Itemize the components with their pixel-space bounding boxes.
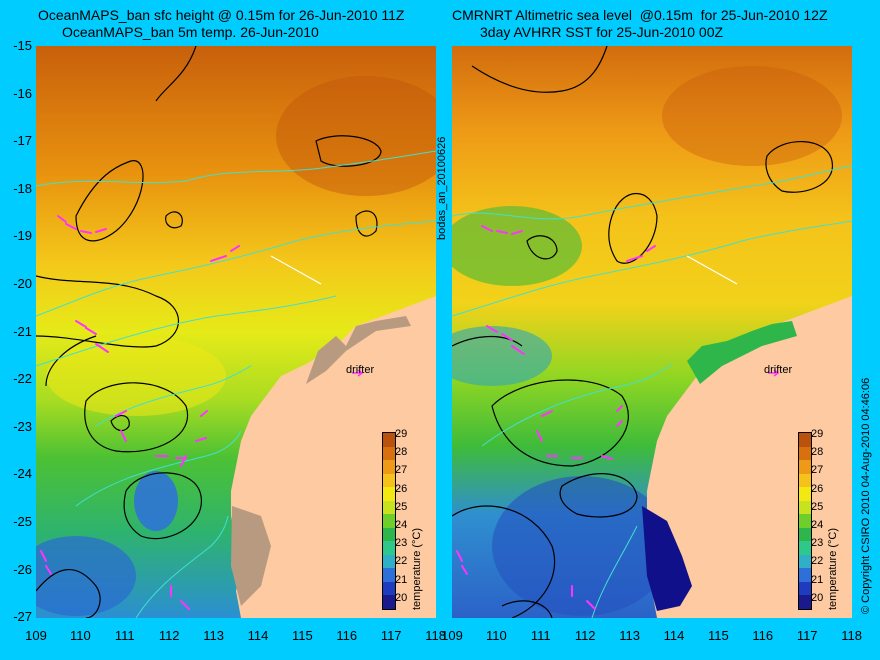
- colorbar-segment: [799, 581, 811, 596]
- longitude-tick-label: 111: [114, 628, 135, 643]
- latitude-tick-label: -26: [13, 561, 32, 577]
- colorbar-segment: [799, 568, 811, 583]
- colorbar-tick-label: 29: [811, 428, 824, 440]
- colorbar-tick-label: 29: [395, 428, 408, 440]
- colorbar-segment: [383, 500, 395, 515]
- latitude-tick-label: -23: [13, 418, 32, 434]
- colorbar-segment: [799, 500, 811, 515]
- longitude-tick-label: 116: [752, 628, 774, 643]
- colorbar-tick-label: 26: [395, 482, 408, 495]
- latitude-tick-label: -15: [13, 38, 32, 53]
- longitude-tick-label: 118: [425, 628, 446, 643]
- longitude-tick-label: 110: [486, 628, 507, 643]
- colorbar-tick-label: 28: [395, 446, 408, 459]
- latitude-tick-label: -18: [13, 180, 32, 196]
- left-panel-subtitle: OceanMAPS_ban 5m temp. 26-Jun-2010: [62, 24, 319, 40]
- colorbar-tick-label: 25: [811, 500, 824, 513]
- colorbar-segment: [383, 514, 395, 529]
- longitude-tick-label: 118: [841, 628, 862, 643]
- colorbar-segment: [799, 487, 811, 502]
- colorbar-segment: [799, 541, 811, 556]
- analysis-id-label: bodas_an_20100626: [436, 136, 448, 240]
- colorbar-segment: [799, 473, 811, 488]
- colorbar-segment: [383, 541, 395, 556]
- longitude-tick-label: 112: [158, 628, 180, 643]
- longitude-tick-label: 114: [247, 628, 269, 643]
- colorbar-segment: [799, 595, 811, 610]
- colorbar-tick-label: 23: [395, 537, 408, 550]
- colorbar-tick-label: 22: [395, 555, 408, 568]
- latitude-tick-label: -21: [13, 323, 32, 339]
- drifter-label-right: drifter: [764, 364, 793, 376]
- right-map-svg: [452, 46, 852, 618]
- left-map-svg: [36, 46, 436, 618]
- colorbar-tick-label: 21: [811, 573, 824, 586]
- longitude-tick-label: 117: [380, 628, 402, 643]
- colorbar-segment: [383, 595, 395, 610]
- colorbar-tick-label: 26: [811, 482, 824, 495]
- longitude-tick-label: 114: [663, 628, 685, 643]
- colorbar-tick-label: 27: [811, 464, 824, 477]
- longitude-tick-label: 116: [336, 628, 358, 643]
- colorbar-unit-left: temperature (°C): [411, 527, 423, 610]
- colorbar-segment: [383, 487, 395, 502]
- ocean-model-map: [36, 46, 436, 618]
- colorbar-segment: [383, 527, 395, 542]
- colorbar-segment: [383, 460, 395, 475]
- colorbar-segment: [799, 446, 811, 461]
- colorbar-tick-label: 20: [811, 591, 824, 604]
- colorbar-tick-label: 24: [811, 519, 824, 531]
- longitude-tick-label: 109: [25, 628, 47, 643]
- longitude-tick-label: 109: [441, 628, 463, 643]
- drifter-label-left: drifter: [346, 364, 375, 376]
- longitude-tick-label: 112: [574, 628, 596, 643]
- longitude-tick-label: 111: [530, 628, 551, 643]
- colorbar-tick-label: 25: [395, 500, 408, 513]
- colorbar-left: [382, 432, 396, 610]
- longitude-tick-label: 115: [708, 628, 729, 643]
- latitude-tick-label: -19: [13, 228, 32, 244]
- colorbar-segment: [383, 446, 395, 461]
- right-panel-title: CMRNRT Altimetric sea level @0.15m for 2…: [452, 7, 828, 23]
- colorbar-segment: [799, 514, 811, 529]
- latitude-tick-label: -24: [13, 466, 32, 482]
- colorbar-tick-label: 21: [395, 573, 408, 586]
- right-panel-subtitle: 3day AVHRR SST for 25-Jun-2010 00Z: [480, 24, 724, 40]
- colorbar-segment: [799, 554, 811, 569]
- longitude-tick-label: 113: [619, 628, 640, 643]
- colorbar-tick-label: 28: [811, 446, 824, 459]
- longitude-tick-label: 115: [292, 628, 313, 643]
- colorbar-segment: [383, 568, 395, 583]
- longitude-tick-label: 110: [70, 628, 91, 643]
- colorbar-segment: [383, 433, 395, 448]
- latitude-tick-label: -16: [13, 85, 32, 101]
- colorbar-segment: [383, 473, 395, 488]
- latitude-tick-label: -25: [13, 514, 32, 529]
- colorbar-segment: [799, 527, 811, 542]
- latitude-tick-label: -27: [13, 609, 32, 625]
- colorbar-segment: [799, 460, 811, 475]
- colorbar-unit-right: temperature (°C): [827, 527, 839, 610]
- latitude-tick-label: -22: [13, 371, 32, 387]
- latitude-tick-label: -20: [13, 276, 32, 291]
- longitude-tick-label: 117: [796, 628, 818, 643]
- colorbar-tick-label: 27: [395, 464, 408, 477]
- left-panel-title: OceanMAPS_ban sfc height @ 0.15m for 26-…: [38, 7, 405, 23]
- colorbar-tick-label: 22: [811, 555, 824, 568]
- colorbar-tick-label: 23: [811, 537, 824, 550]
- satellite-sst-map: [452, 46, 852, 618]
- colorbar-segment: [799, 433, 811, 448]
- longitude-tick-label: 113: [203, 628, 224, 643]
- latitude-tick-label: -17: [13, 133, 32, 149]
- colorbar-right: [798, 432, 812, 610]
- colorbar-tick-label: 20: [395, 591, 408, 604]
- colorbar-tick-label: 24: [395, 519, 408, 531]
- colorbar-segment: [383, 581, 395, 596]
- copyright-label: © Copyright CSIRO 2010 04-Aug-2010 04:46…: [860, 377, 872, 614]
- colorbar-segment: [383, 554, 395, 569]
